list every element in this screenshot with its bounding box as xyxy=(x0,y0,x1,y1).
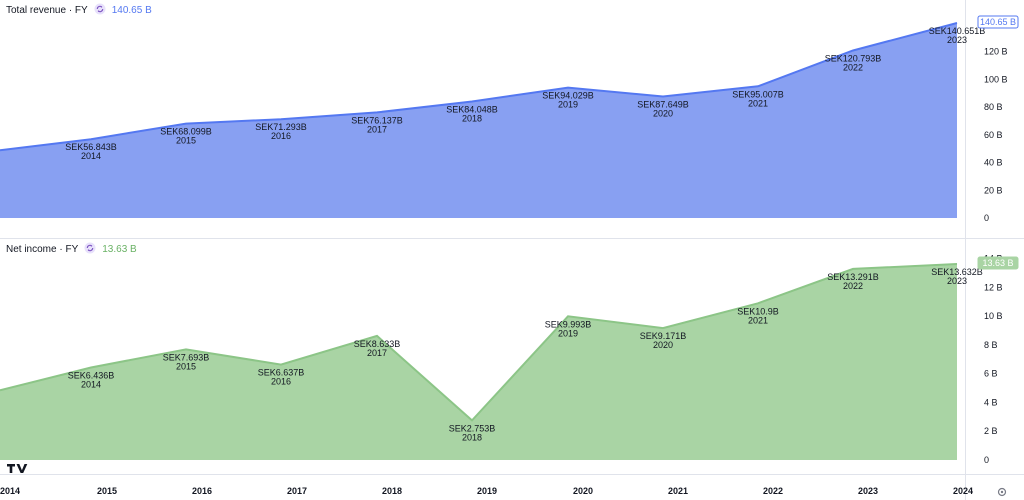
revenue-price-tag-label: 140.65 B xyxy=(980,17,1016,27)
revenue-pane-title: Total revenue · FY xyxy=(6,4,88,16)
income-price-tag xyxy=(977,256,1019,270)
income-year-label: 2021 xyxy=(748,315,768,325)
revenue-line xyxy=(0,22,958,152)
income-data-label: SEK7.693B xyxy=(163,352,210,362)
revenue-y-tick: 120 B xyxy=(984,47,1008,57)
x-axis-tick: 2019 xyxy=(477,486,497,496)
revenue-year-label: 2018 xyxy=(462,113,482,123)
x-axis-tick: 2014 xyxy=(0,486,20,496)
revenue-year-label: 2014 xyxy=(81,151,101,161)
income-y-tick: 4 B xyxy=(984,397,998,407)
income-data-label: SEK6.436B xyxy=(68,370,115,380)
revenue-data-label: SEK140.651B xyxy=(929,26,986,36)
income-pane-header: Net income · FY 13.63 B xyxy=(6,241,137,257)
revenue-data-label: SEK56.843B xyxy=(65,142,117,152)
income-year-label: 2016 xyxy=(271,377,291,387)
revenue-y-tick: 0 xyxy=(984,213,989,223)
income-y-tick: 12 B xyxy=(984,282,1003,292)
revenue-year-label: 2021 xyxy=(748,98,768,108)
income-data-label: SEK6.637B xyxy=(258,368,305,378)
income-year-label: 2017 xyxy=(367,348,387,358)
income-data-label: SEK9.171B xyxy=(640,331,687,341)
revenue-y-tick: 20 B xyxy=(984,185,1003,195)
income-year-label: 2020 xyxy=(653,340,673,350)
income-price-tag-label: 13.63 B xyxy=(982,258,1013,268)
revenue-year-label: 2022 xyxy=(843,63,863,73)
sync-icon[interactable] xyxy=(84,242,96,257)
income-data-label: SEK9.993B xyxy=(545,319,592,329)
x-axis-tick: 2022 xyxy=(763,486,783,496)
gear-ring xyxy=(997,487,1007,497)
x-axis-tick: 2015 xyxy=(97,486,117,496)
income-area xyxy=(0,264,957,460)
income-year-label: 2023 xyxy=(947,276,967,286)
x-axis-tick: 2023 xyxy=(858,486,878,496)
revenue-data-label: SEK71.293B xyxy=(255,122,307,132)
income-year-label: 2019 xyxy=(558,328,578,338)
revenue-pane-header: Total revenue · FY 140.65 B xyxy=(6,2,152,18)
x-axis-tick: 2021 xyxy=(668,486,688,496)
x-axis-tick: 2024 xyxy=(953,486,973,496)
income-year-label: 2015 xyxy=(176,361,196,371)
income-pane-title: Net income · FY xyxy=(6,243,79,255)
income-year-label: 2014 xyxy=(81,379,101,389)
income-y-tick: 6 B xyxy=(984,369,998,379)
income-data-label: SEK2.753B xyxy=(449,423,496,433)
sync-icon[interactable] xyxy=(94,3,106,18)
revenue-data-label: SEK120.793B xyxy=(825,54,882,64)
income-year-label: 2022 xyxy=(843,281,863,291)
income-data-label: SEK8.633B xyxy=(354,339,401,349)
x-axis-tick: 2016 xyxy=(192,486,212,496)
revenue-year-label: 2020 xyxy=(653,108,673,118)
revenue-y-tick: 60 B xyxy=(984,130,1003,140)
income-last-value: 13.63 B xyxy=(102,243,137,255)
revenue-year-label: 2017 xyxy=(367,124,387,134)
income-y-tick: 10 B xyxy=(984,311,1003,321)
x-axis-tick: 2017 xyxy=(287,486,307,496)
revenue-data-label: SEK87.649B xyxy=(637,99,689,109)
income-y-tick: 2 B xyxy=(984,426,998,436)
revenue-area xyxy=(0,23,957,218)
x-axis-tick: 2020 xyxy=(573,486,593,496)
revenue-price-tag xyxy=(977,15,1019,29)
revenue-y-tick: 100 B xyxy=(984,74,1008,84)
revenue-data-label: SEK76.137B xyxy=(351,115,403,125)
revenue-year-label: 2016 xyxy=(271,131,291,141)
revenue-year-label: 2015 xyxy=(176,136,196,146)
x-axis-tick: 2018 xyxy=(382,486,402,496)
income-data-label: SEK10.9B xyxy=(737,306,779,316)
gear-center xyxy=(1000,490,1004,494)
tradingview-logo xyxy=(7,464,28,473)
settings-gear-icon[interactable] xyxy=(997,487,1007,497)
revenue-data-label: SEK95.007B xyxy=(732,89,784,99)
income-year-label: 2018 xyxy=(462,432,482,442)
income-line xyxy=(0,263,958,422)
revenue-y-tick: 80 B xyxy=(984,102,1003,112)
income-y-tick: 0 xyxy=(984,455,989,465)
tradingview-logo-mark xyxy=(7,464,28,473)
revenue-y-tick: 40 B xyxy=(984,158,1003,168)
income-data-label: SEK13.291B xyxy=(827,272,879,282)
income-y-tick: 8 B xyxy=(984,340,998,350)
revenue-data-label: SEK84.048B xyxy=(446,104,498,114)
revenue-year-label: 2019 xyxy=(558,100,578,110)
income-data-label: SEK13.632B xyxy=(931,267,983,277)
revenue-data-label: SEK94.029B xyxy=(542,91,594,101)
revenue-data-label: SEK68.099B xyxy=(160,127,212,137)
revenue-last-value: 140.65 B xyxy=(111,4,152,16)
revenue-year-label: 2023 xyxy=(947,35,967,45)
